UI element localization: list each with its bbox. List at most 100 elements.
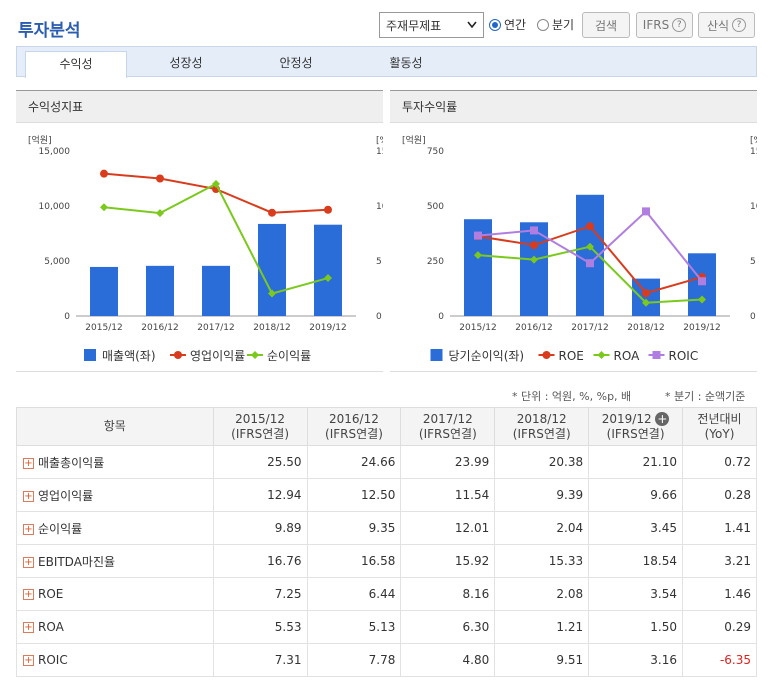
add-column-icon[interactable]: + — [655, 411, 670, 426]
row-name-label: EBITDA마진율 — [38, 554, 116, 569]
table-cell: 7.78 — [306, 643, 402, 677]
row-name[interactable]: + ROE — [16, 577, 214, 611]
return-chart-title: 투자수익률 — [390, 91, 757, 123]
radio-annual[interactable]: 연간 — [489, 12, 526, 38]
table-cell: 4.80 — [400, 643, 496, 677]
radio-annual-label: 연간 — [504, 18, 527, 32]
header-period: 2018/12 (IFRS연결) — [494, 407, 590, 446]
ifrs-help-button[interactable]: IFRS ? — [636, 12, 693, 38]
legend-label: ROIC — [669, 349, 699, 363]
x-tick-label: 2018/12 — [253, 323, 290, 333]
table-cell: 1.50 — [588, 610, 684, 644]
series-point — [530, 255, 538, 264]
table-cell: 5.53 — [212, 610, 308, 644]
expand-icon[interactable]: + — [23, 589, 34, 600]
row-name[interactable]: + 영업이익률 — [16, 478, 214, 512]
legend-label: 매출액(좌) — [102, 349, 156, 363]
expand-icon[interactable]: + — [23, 556, 34, 568]
table-cell: 3.54 — [588, 577, 684, 611]
y2-tick-label: 10 — [376, 202, 383, 212]
yoy-cell: 0.28 — [682, 478, 757, 512]
table-cell: 12.50 — [306, 478, 402, 512]
expand-icon[interactable]: + — [23, 655, 34, 666]
tab-profitability[interactable]: 수익성 — [25, 51, 127, 78]
legend-label: ROE — [559, 349, 584, 363]
expand-icon[interactable]: + — [23, 622, 34, 633]
quarter-note: * 분기 : 순액기준 — [665, 390, 746, 403]
series-point — [642, 207, 650, 216]
bar — [632, 278, 660, 316]
statement-select-value: 주재무제표 — [386, 18, 442, 33]
table-cell: 24.66 — [306, 445, 402, 479]
row-name-label: 영업이익률 — [38, 488, 94, 503]
table-cell: 2.04 — [494, 511, 590, 545]
x-tick-label: 2019/12 — [309, 323, 346, 333]
series-point — [530, 241, 538, 250]
header-period-date: 2018/12 — [516, 411, 567, 426]
series-point — [100, 169, 108, 178]
yoy-cell: -6.35 — [682, 643, 757, 677]
formula-help-button[interactable]: 산식 ? — [698, 12, 755, 38]
y-tick-label: 750 — [427, 147, 444, 157]
row-name[interactable]: + ROA — [16, 610, 214, 644]
table-cell: 9.89 — [212, 511, 308, 545]
radio-quarter[interactable]: 분기 — [537, 12, 574, 38]
left-axis-unit: [억원] — [28, 134, 52, 146]
table-cell: 18.54 — [588, 544, 684, 578]
table-cell: 9.51 — [494, 643, 590, 677]
y-tick-label: 500 — [427, 202, 444, 212]
table-cell: 6.44 — [306, 577, 402, 611]
radio-annual-dot[interactable] — [489, 19, 501, 31]
row-name[interactable]: + ROIC — [16, 643, 214, 677]
radio-quarter-dot[interactable] — [537, 19, 549, 31]
series-point — [474, 251, 482, 260]
expand-icon[interactable]: + — [23, 457, 34, 469]
ifrs-label: IFRS — [642, 18, 670, 32]
series-point — [698, 295, 706, 304]
legend-label: 당기순이익(좌) — [449, 349, 525, 363]
row-name[interactable]: + EBITDA마진율 — [16, 544, 214, 578]
series-point — [156, 174, 164, 183]
series-point — [586, 242, 594, 251]
page-title: 투자분석 — [18, 21, 81, 41]
yoy-cell: 1.41 — [682, 511, 757, 545]
table-cell: 1.21 — [494, 610, 590, 644]
search-button[interactable]: 검색 — [582, 12, 630, 38]
radio-quarter-label: 분기 — [552, 18, 575, 32]
table-cell: 5.13 — [306, 610, 402, 644]
unit-note: * 단위 : 억원, %, %p, 배 — [512, 390, 632, 403]
series-point — [586, 259, 594, 268]
header-period-date: 2015/12 — [235, 411, 285, 426]
header-period-date: 2019/12 — [601, 411, 652, 426]
tab-growth[interactable]: 성장성 — [169, 56, 203, 70]
table-cell: 3.45 — [588, 511, 684, 545]
tab-stability[interactable]: 안정성 — [279, 56, 313, 70]
header-item: 항목 — [16, 407, 214, 446]
x-tick-label: 2016/12 — [515, 323, 552, 333]
table-cell: 20.38 — [494, 445, 590, 479]
statement-select[interactable]: 주재무제표 — [379, 12, 484, 38]
series-point — [324, 205, 332, 214]
legend-marker — [542, 351, 551, 359]
series-point — [698, 277, 706, 286]
table-cell: 9.35 — [306, 511, 402, 545]
series-point — [212, 179, 220, 188]
tab-activity[interactable]: 활동성 — [389, 56, 423, 70]
x-tick-label: 2016/12 — [141, 323, 178, 333]
header-yoy: 전년대비 (YoY) — [682, 407, 757, 446]
tab-bar: 수익성 성장성 안정성 활동성 — [16, 46, 757, 78]
header-period: 2019/12 + (IFRS연결) — [588, 407, 684, 446]
expand-icon[interactable]: + — [23, 490, 34, 502]
help-icon: ? — [732, 18, 747, 32]
row-name[interactable]: + 순이익률 — [16, 511, 214, 545]
y-tick-label: 0 — [64, 312, 70, 322]
x-tick-label: 2017/12 — [197, 323, 234, 333]
yoy-cell: 0.29 — [682, 610, 757, 644]
row-name-label: ROE — [38, 587, 64, 601]
profitability-chart: [억원] [%] 15,000 10,000 5,000 0 15 10 5 0 2015/12 20… — [28, 134, 392, 363]
table-header-row: 항목 2015/12 (IFRS연결) 2016/12 (IFRS연결) 2017/… — [16, 407, 757, 446]
table-row: + 순이익률 9.89 9.35 12.01 2.04 3.45 1.41 — [16, 511, 757, 545]
expand-icon[interactable]: + — [23, 523, 34, 535]
row-name[interactable]: + 매출총이익률 — [16, 445, 214, 479]
y-tick-label: 15,000 — [39, 147, 71, 157]
